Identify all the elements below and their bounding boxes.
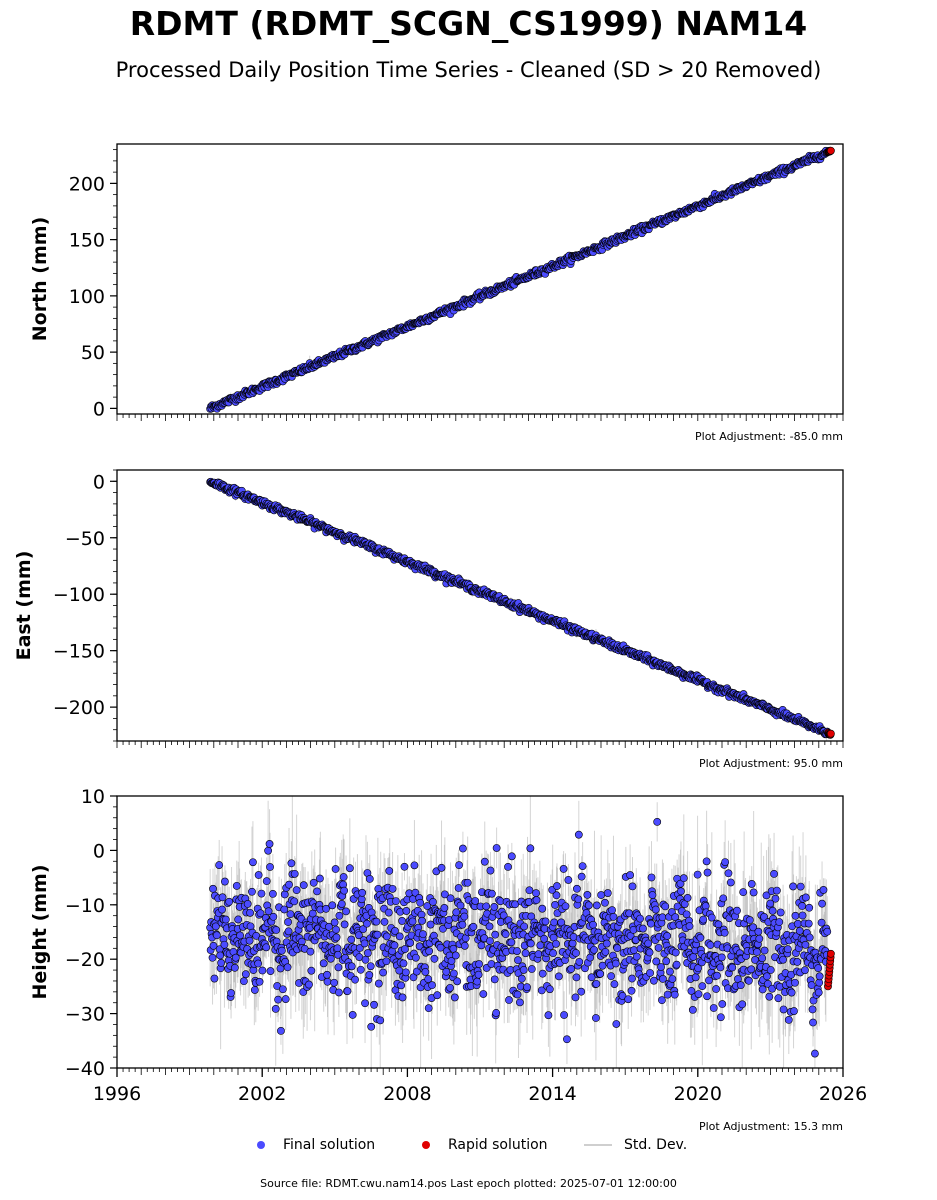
y-tick-label: −100 (53, 584, 105, 606)
panel-1: 0 50 100 150 200 North (mm) Plot Adjustment: -… (29, 143, 844, 443)
chart-subtitle: Processed Daily Position Time Series - C… (115, 58, 822, 82)
panel-1-data (206, 146, 835, 414)
final-solution-points (206, 146, 832, 413)
y-tick-label: 0 (93, 471, 105, 493)
y-axis-label: North (mm) (29, 217, 51, 342)
panel-3-data (206, 796, 835, 1068)
y-tick-label: 0 (93, 398, 105, 420)
y-tick-label: −200 (53, 697, 105, 719)
rapid-point (827, 729, 835, 738)
plot-adjustment-note: Plot Adjustment: -85.0 mm (695, 430, 843, 443)
rapid-point (827, 146, 835, 155)
final-solution-points (206, 477, 832, 739)
y-tick-label: 100 (69, 286, 105, 308)
axes-frame (116, 143, 844, 415)
panel-2-data (206, 477, 835, 741)
chart-title: RDMT (RDMT_SCGN_CS1999) NAM14 (129, 4, 808, 43)
rapid-solution-points (824, 146, 835, 156)
y-tick-label: 50 (81, 342, 105, 364)
y-tick-label: −150 (53, 641, 105, 663)
y-tick-label: −50 (65, 528, 105, 550)
plot-adjustment-note: Plot Adjustment: 95.0 mm (699, 757, 843, 770)
y-tick-label: 150 (69, 230, 105, 252)
panel-2: 0 −50 −100 −150 −200 East (mm) Plot Adjustment… (13, 469, 844, 770)
y-axis-label: East (mm) (13, 551, 35, 661)
y-tick-label: 200 (69, 173, 105, 195)
rapid-solution-points (824, 728, 835, 739)
